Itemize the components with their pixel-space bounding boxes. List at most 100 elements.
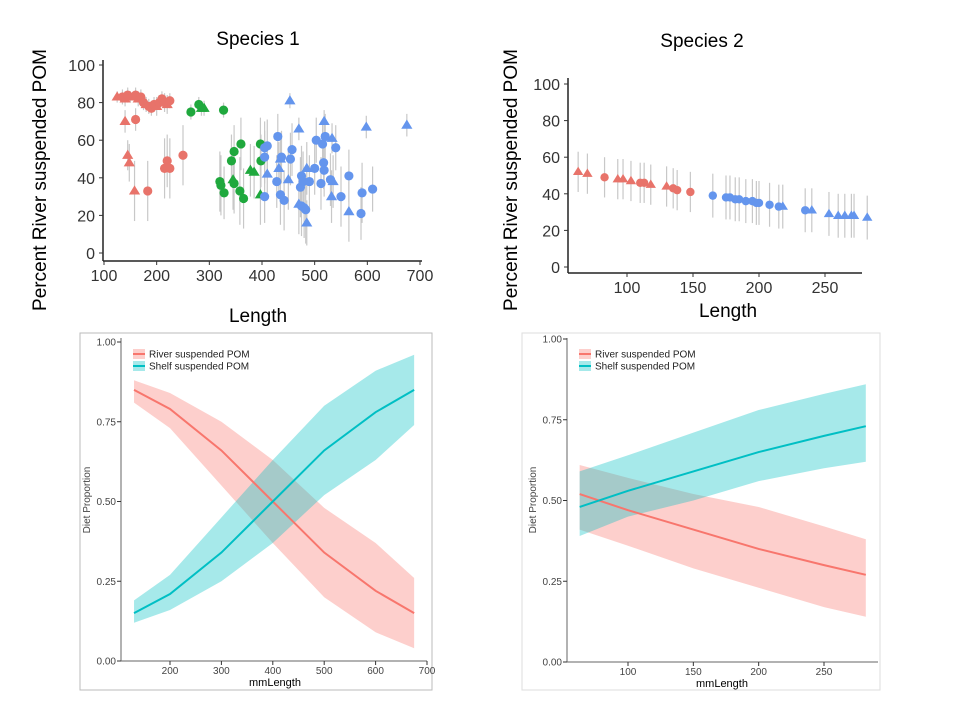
chart-1-x-tick-label: 200 [143,268,170,285]
chart-1-point-circle-blue [298,176,308,187]
chart-1-point-triangle-green [248,166,260,176]
chart-1-point-triangle-blue [301,162,313,172]
chart-3-x-tick-label: 400 [264,666,281,677]
chart-4-x-tick-label: 100 [620,667,637,678]
chart-1-point-circle-blue [317,139,328,149]
chart-2-point-circle-red [672,185,682,195]
panel-4-frame [521,332,881,691]
chart-1-point-circle-blue [301,205,311,215]
chart-1-point-circle-blue [316,178,326,189]
chart-2-point-triangle-blue [833,210,844,219]
chart-1-x-tick-label: 400 [249,268,276,285]
chart-4-ribbon-2 [579,384,866,537]
chart-1-x-tick-label: 100 [91,268,118,285]
chart-3-legend-label: Shelf suspended POM [149,362,249,373]
chart-1-point-circle-blue [260,192,270,202]
chart-2-point-circle-blue [741,196,750,206]
chart-2-y-tick-label: 0 [551,260,560,277]
chart-1-point-circle-green [218,105,229,115]
chart-1-point-circle-green [235,186,245,196]
chart-2-point-triangle-blue [839,210,850,219]
chart-1-point-circle-blue [279,195,289,205]
chart-1-xlabel: Length [229,306,287,327]
chart-2-point-triangle-red [625,175,637,185]
chart-2-point-circle-blue [735,195,744,204]
chart-4-y-tick-label: 0.25 [543,577,563,588]
chart-4-legend-label: River suspended POM [595,350,696,361]
chart-1-point-circle-green [236,139,246,149]
chart-2-x-tick-label: 100 [614,280,641,297]
chart-2-y-tick-label: 20 [542,223,560,240]
chart-1-x-tick-label: 500 [301,268,328,285]
chart-4-y-tick-label: 1.00 [543,335,563,346]
chart-3-ylabel: Diet Proportion [82,467,93,534]
chart-3-y-tick-label: 0.75 [97,417,117,428]
chart-1-x-tick-label: 300 [196,268,223,285]
chart-1-point-triangle-red [119,115,131,125]
chart-1-point-circle-red [131,114,141,125]
chart-1-point-circle-red [165,163,175,173]
chart-1-point-circle-green [229,146,239,157]
chart-2-point-circle-red [639,178,649,188]
chart-1-x-tick-label: 700 [407,268,434,285]
chart-1-point-circle-red [143,186,153,196]
chart-1-point-circle-green [219,188,229,198]
chart-1-point-circle-green [186,107,196,117]
chart-1-point-triangle-blue [301,217,313,227]
chart-2-point-triangle-red [582,168,593,177]
chart-1-y-tick-label: 20 [77,208,95,225]
chart-2-y-tick-label: 80 [542,114,560,131]
chart-2-point-triangle-red [572,166,584,176]
chart-1-ylabel: Percent River suspended POM [30,49,51,311]
chart-1-point-triangle-red [123,157,135,167]
chart-1-point-circle-green [226,156,237,166]
chart-1-point-triangle-blue [282,174,294,184]
chart-3-x-tick-label: 300 [213,666,230,677]
chart-1-point-circle-blue [287,145,297,155]
chart-2-point-circle-blue [765,200,774,209]
chart-2-point-triangle-red [617,173,629,183]
chart-3-ribbon-2 [134,354,415,623]
chart-4-ylabel: Diet Proportion [528,467,539,534]
chart-1-point-circle-blue [320,131,330,142]
chart-1-y-tick-label: 60 [77,133,95,150]
chart-4-x-tick-label: 150 [685,667,702,678]
chart-3-x-tick-label: 600 [367,666,384,677]
chart-1-y-tick-label: 80 [77,96,95,113]
chart-2-point-circle-red [600,173,609,182]
chart-2-x-tick-label: 150 [680,280,707,297]
chart-1-point-circle-blue [304,176,314,187]
chart-1-point-circle-blue [357,188,367,198]
chart-1-point-triangle-blue [318,115,330,125]
chart-2-point-triangle-blue [862,212,873,221]
chart-4-y-tick-label: 0.50 [543,496,563,507]
chart-4-line-2 [579,425,867,508]
chart-1-point-circle-blue [368,184,378,194]
chart-1-point-circle-blue [344,171,354,181]
chart-3-x-tick-label: 700 [419,666,436,677]
chart-4-y-tick-label: 0.75 [543,415,563,426]
chart-4-x-tick-label: 200 [750,667,767,678]
chart-2-xlabel: Length [699,301,757,322]
chart-1-point-circle-red [162,156,172,166]
chart-3-ribbon-1 [134,380,415,649]
chart-3-line-2 [133,388,415,615]
chart-1-point-triangle-red [122,149,134,159]
chart-3-x-tick-label: 500 [316,666,333,677]
chart-1-point-circle-blue [285,154,296,164]
chart-2-ylabel: Percent River suspended POM [501,49,522,311]
chart-1-point-triangle-blue [360,121,372,131]
chart-4-line-1 [579,493,867,576]
chart-2-point-triangle-blue [823,208,835,218]
chart-1-point-triangle-blue [343,206,355,216]
chart-1-point-triangle-blue [293,123,305,133]
chart-1-point-circle-blue [273,131,283,142]
chart-2-y-tick-label: 100 [533,77,560,94]
chart-4-legend-label: Shelf suspended POM [595,362,695,373]
chart-1-point-circle-blue [336,192,346,202]
chart-1-y-tick-label: 40 [77,171,95,188]
chart-1-point-triangle-green [198,102,210,112]
chart-4-xlabel: mmLength [696,678,748,690]
chart-2-title: Species 2 [660,31,743,52]
chart-2-x-tick-label: 200 [746,280,773,297]
